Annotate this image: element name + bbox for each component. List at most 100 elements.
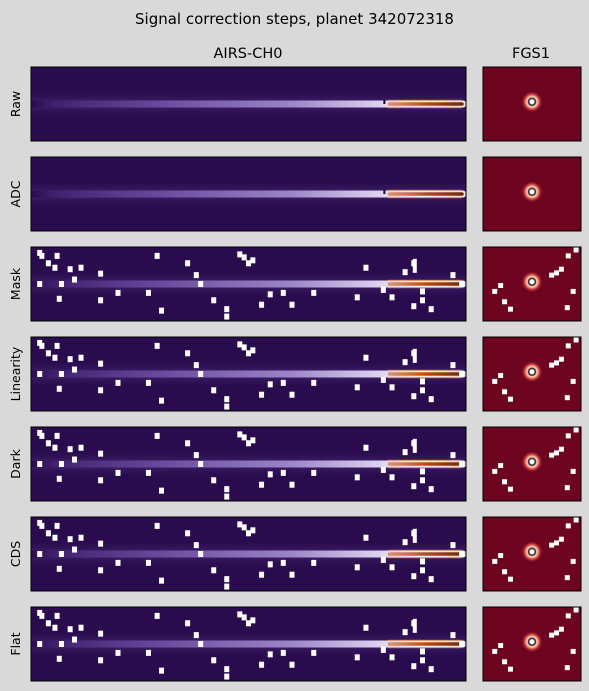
mask-pixel [67, 446, 73, 453]
mask-pixel [502, 389, 508, 395]
mask-pixel [185, 260, 191, 267]
mask-pixel [380, 466, 386, 473]
mask-pixel [39, 612, 45, 619]
airs-spectrum-edge-top [387, 639, 462, 642]
airs-spectrum-edge-bottom [387, 376, 462, 379]
airs-spectrum-edge-top [387, 189, 462, 192]
mask-pixel [237, 611, 243, 618]
mask-pixel [54, 432, 60, 439]
mask-pixel [564, 395, 570, 401]
mask-pixel [428, 576, 434, 583]
mask-pixel [45, 350, 51, 357]
mask-pixel [311, 559, 317, 566]
fgs-star [521, 450, 543, 473]
mask-pixel [193, 362, 199, 369]
mask-pixel [363, 624, 369, 631]
mask-pixel [250, 617, 256, 624]
mask-pixel [58, 281, 64, 287]
mask-pixel [259, 661, 265, 668]
mask-pixel [145, 649, 151, 656]
mask-pixel [498, 372, 504, 378]
mask-pixel [159, 667, 164, 674]
mask-pixel [154, 432, 160, 439]
row-raw-label: Raw [8, 91, 23, 117]
airs-spectrum-edge-bottom [387, 466, 462, 469]
mask-pixel [450, 362, 456, 369]
mask-pixel [564, 665, 570, 671]
mask-pixel [115, 649, 121, 656]
mask-pixel [420, 648, 425, 655]
mask-pixel [354, 654, 360, 661]
mask-pixel [98, 270, 104, 277]
mask-pixel [98, 297, 104, 304]
mask-pixel [237, 431, 243, 438]
mask-pixel [420, 477, 425, 484]
mask-pixel [354, 474, 360, 481]
mask-pixel [259, 301, 265, 308]
mask-pixel [267, 651, 273, 658]
airs-frame [30, 426, 467, 502]
mask-pixel [72, 366, 77, 373]
chart-title: Signal correction steps, planet 34207231… [135, 10, 454, 28]
mask-pixel [98, 360, 104, 367]
mask-pixel [98, 387, 104, 394]
mask-pixel [39, 252, 45, 259]
mask-pixel [115, 379, 121, 386]
mask-pixel [554, 630, 559, 636]
mask-pixel [98, 477, 104, 484]
mask-pixel [246, 350, 251, 357]
mask-pixel [37, 551, 43, 557]
mask-pixel [250, 527, 256, 534]
row-flat-airs-panel [30, 606, 467, 682]
panel-grid: Raw ADC Mask Linearity Dark CDS Flat [8, 66, 582, 682]
mask-pixel [280, 289, 286, 296]
mask-pixel [459, 641, 465, 647]
mask-pixel [549, 632, 555, 638]
row-adc-label: ADC [8, 180, 23, 207]
mask-pixel [380, 646, 386, 653]
fgs-star [521, 540, 543, 563]
mask-pixel [380, 556, 386, 563]
mask-pixel [198, 371, 204, 377]
mask-pixel [39, 432, 45, 439]
mask-pixel [115, 469, 121, 476]
mask-pixel [565, 253, 571, 259]
mask-pixel [411, 663, 417, 670]
mask-pixel [67, 266, 73, 273]
mask-pixel [241, 344, 247, 351]
column-title-fgs: FGS1 [512, 46, 550, 62]
mask-pixel [420, 558, 425, 565]
row-dark-airs-panel [30, 426, 467, 502]
airs-spectrum-hot-end [387, 372, 464, 376]
mask-pixel [56, 295, 62, 302]
mask-pixel [241, 614, 247, 621]
mask-pixel [39, 342, 45, 349]
mask-pixel [54, 252, 60, 259]
mask-pixel [241, 524, 247, 531]
row-flat-fgs-panel [482, 606, 582, 682]
mask-pixel [52, 264, 58, 271]
mask-pixel [389, 474, 395, 481]
mask-pixel [280, 469, 286, 476]
mask-pixel [54, 612, 60, 619]
mask-pixel [72, 456, 77, 463]
mask-pixel [311, 379, 317, 386]
mask-pixel [363, 444, 369, 451]
mask-pixel [58, 551, 64, 557]
mask-pixel [389, 654, 395, 661]
row-raw-airs-panel [30, 66, 467, 142]
mask-pixel [98, 450, 104, 457]
airs-spectrum-band [31, 640, 466, 648]
mask-pixel [565, 613, 571, 619]
fgs-frame [482, 606, 582, 682]
mask-pixel [498, 642, 504, 648]
airs-spectrum-edge-top [387, 99, 462, 102]
mask-pixel [354, 294, 360, 301]
mask-pixel [502, 479, 508, 485]
mask-pixel [211, 387, 217, 394]
mask-pixel [159, 487, 164, 494]
fgs-star [521, 630, 543, 653]
mask-pixel [507, 396, 513, 402]
mask-pixel [159, 307, 164, 314]
